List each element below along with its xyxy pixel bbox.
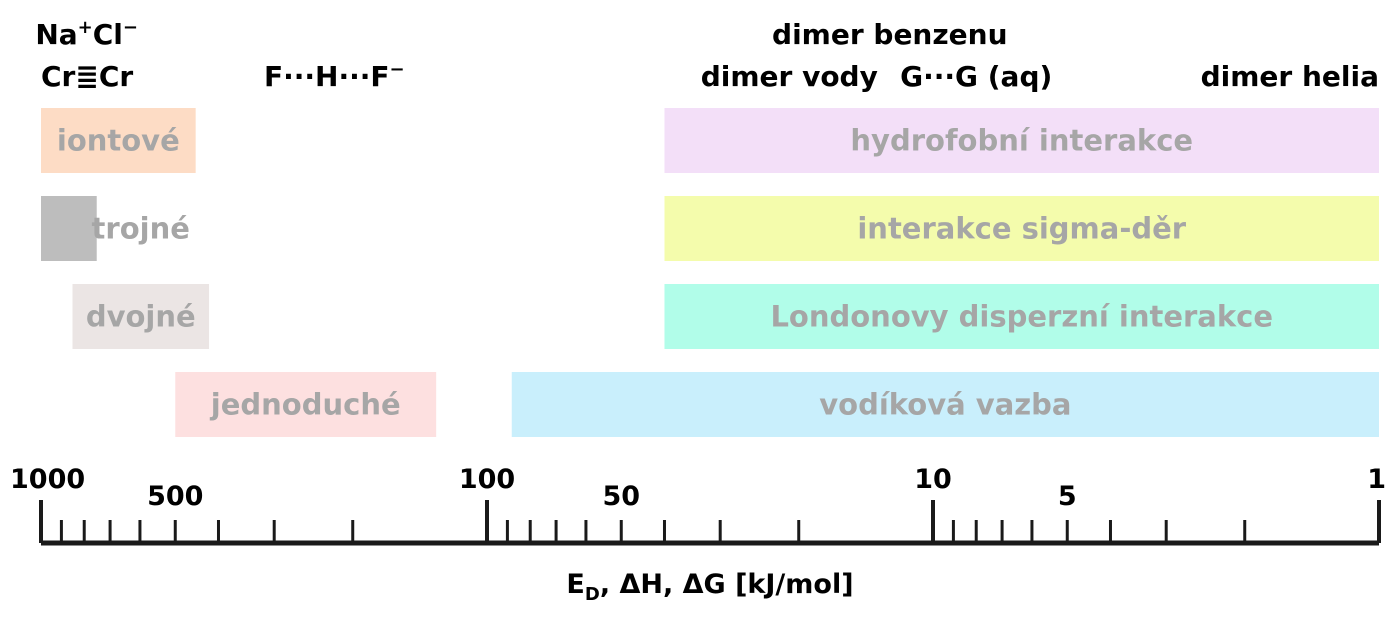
bars-layer: iontové hydrofobní interakce trojné interak… — [41, 108, 1379, 437]
bar-jednoduche — [175, 372, 437, 437]
bar-vodikova-vazba — [511, 372, 1379, 437]
bar-label-iontove: iontové — [57, 124, 180, 158]
annotation-benzene-dimer: dimer benzenu — [772, 18, 1007, 51]
bar-dvojne — [72, 284, 210, 349]
annotation-helium-dimer: dimer helia — [1201, 60, 1379, 93]
annotation-water-dimer: dimer vody — [701, 60, 878, 93]
bar-iontove — [41, 108, 196, 173]
x-axis: 1000 500 100 50 10 5 1 — [10, 464, 1386, 546]
tick-label-50: 50 — [602, 481, 640, 512]
tick-label-1000: 1000 — [10, 464, 85, 495]
x-axis-title: ED, ΔH, ΔG [kJ/mol] — [566, 569, 853, 605]
bar-label-londonovy-disperzni-interakce: Londonovy disperzní interakce — [770, 300, 1273, 334]
bar-label-trojne: trojné — [92, 212, 190, 246]
bar-label-jednoduche: jednoduché — [210, 388, 401, 422]
tick-label-1: 1 — [1367, 464, 1386, 495]
bar-label-dvojne: dvojné — [86, 300, 196, 334]
bar-label-vodikova-vazba: vodíková vazba — [819, 388, 1071, 422]
bar-hydrofobni-interakce — [664, 108, 1379, 173]
tick-label-500: 500 — [147, 481, 203, 512]
bar-label-interakce-sigma-der: interakce sigma-děr — [857, 212, 1186, 246]
bar-londonovy-disperzni-interakce — [664, 284, 1379, 349]
annotation-crcr: Cr≣Cr — [41, 60, 133, 93]
bar-interakce-sigma-der — [664, 196, 1379, 261]
tick-label-100: 100 — [459, 464, 515, 495]
tick-label-5: 5 — [1058, 481, 1077, 512]
annotation-gg: G···G (aq) — [900, 60, 1052, 93]
annotation-nacl: Na+Cl− — [35, 17, 138, 51]
bar-trojne — [41, 196, 97, 261]
bar-label-hydrofobni-interakce: hydrofobní interakce — [850, 124, 1193, 158]
tick-label-10: 10 — [914, 464, 952, 495]
annotation-fhf: F···H···F− — [264, 59, 405, 93]
annotations-layer: Cr≣Cr Na+Cl− F···H···F− dimer vody dimer ben… — [35, 17, 1379, 93]
